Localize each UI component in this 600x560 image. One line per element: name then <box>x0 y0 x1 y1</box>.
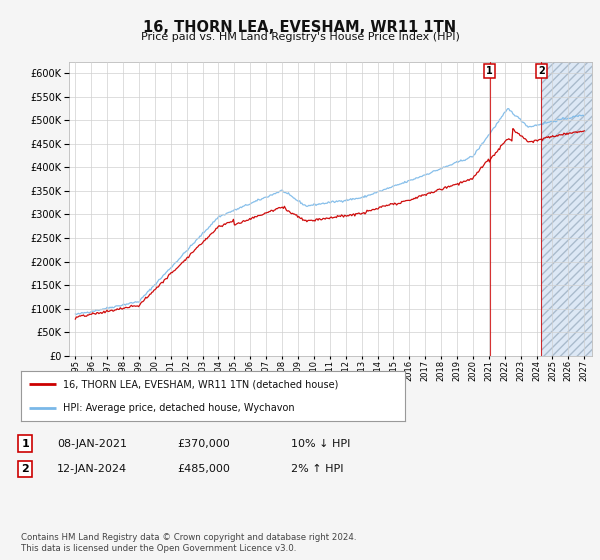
Text: 2: 2 <box>538 66 545 76</box>
Text: 1: 1 <box>486 66 493 76</box>
Text: Price paid vs. HM Land Registry's House Price Index (HPI): Price paid vs. HM Land Registry's House … <box>140 32 460 43</box>
Text: 2: 2 <box>22 464 29 474</box>
Text: 2% ↑ HPI: 2% ↑ HPI <box>291 464 343 474</box>
Text: 12-JAN-2024: 12-JAN-2024 <box>57 464 127 474</box>
Text: 10% ↓ HPI: 10% ↓ HPI <box>291 438 350 449</box>
Text: HPI: Average price, detached house, Wychavon: HPI: Average price, detached house, Wych… <box>63 403 295 413</box>
Text: 08-JAN-2021: 08-JAN-2021 <box>57 438 127 449</box>
Text: £370,000: £370,000 <box>177 438 230 449</box>
Text: £485,000: £485,000 <box>177 464 230 474</box>
Text: 16, THORN LEA, EVESHAM, WR11 1TN (detached house): 16, THORN LEA, EVESHAM, WR11 1TN (detach… <box>63 379 338 389</box>
Text: Contains HM Land Registry data © Crown copyright and database right 2024.
This d: Contains HM Land Registry data © Crown c… <box>21 533 356 553</box>
Text: 16, THORN LEA, EVESHAM, WR11 1TN: 16, THORN LEA, EVESHAM, WR11 1TN <box>143 20 457 35</box>
Text: 1: 1 <box>22 438 29 449</box>
